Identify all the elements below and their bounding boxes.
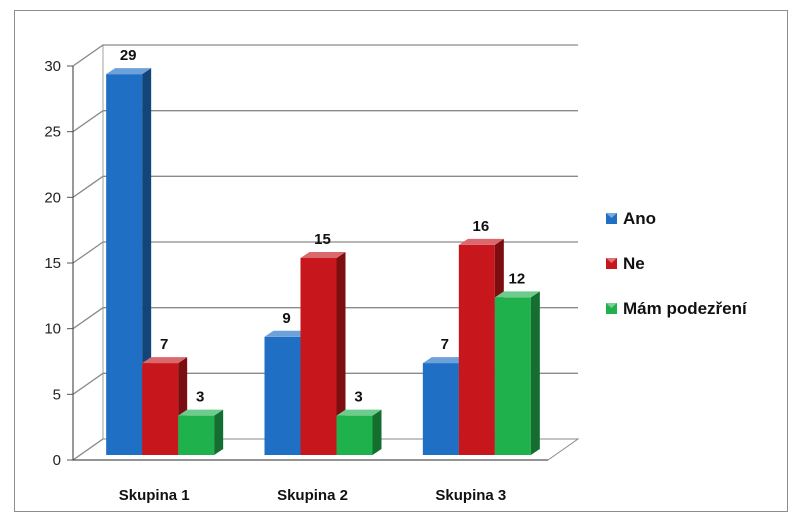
bar-front bbox=[494, 297, 531, 455]
bar-side bbox=[530, 291, 540, 455]
bar-3-2 bbox=[336, 409, 382, 455]
gridline-side bbox=[72, 44, 104, 67]
x-tick-label: Skupina 3 bbox=[435, 487, 506, 504]
y-tick-label: 10 bbox=[44, 321, 61, 338]
bar-top bbox=[106, 68, 152, 75]
y-tick-labels: 0 5 10 15 20 25 30 bbox=[44, 58, 61, 469]
bar-top bbox=[336, 409, 382, 416]
bars bbox=[106, 68, 540, 455]
legend-swatch-shine bbox=[606, 213, 617, 218]
gridline-side bbox=[72, 110, 104, 133]
legend-swatch-shine bbox=[606, 258, 617, 263]
gridline-side bbox=[72, 372, 104, 395]
data-label: 29 bbox=[120, 47, 137, 64]
legend-swatch bbox=[606, 303, 617, 314]
data-label: 9 bbox=[282, 310, 290, 327]
legend: Ano Ne Mám podezření bbox=[606, 209, 748, 318]
bar-front bbox=[336, 415, 373, 455]
bar-top bbox=[422, 357, 468, 364]
gridline-side bbox=[72, 307, 104, 330]
category-labels: Skupina 1 Skupina 2 Skupina 3 bbox=[119, 487, 507, 504]
bar-front bbox=[178, 415, 215, 455]
legend-label: Ano bbox=[623, 209, 656, 228]
legend-item: Ne bbox=[606, 254, 645, 273]
legend-label: Ne bbox=[623, 254, 645, 273]
legend-swatch bbox=[606, 213, 617, 224]
legend-swatch bbox=[606, 258, 617, 269]
data-label: 12 bbox=[508, 270, 525, 287]
bar-front bbox=[300, 258, 337, 455]
bar-side bbox=[214, 409, 224, 455]
gridline-side bbox=[72, 241, 104, 264]
gridline-side bbox=[72, 438, 104, 461]
y-tick-label: 30 bbox=[44, 58, 61, 75]
axes bbox=[67, 65, 548, 461]
data-label: 7 bbox=[441, 336, 449, 353]
data-label: 16 bbox=[472, 218, 489, 235]
legend-label: Mám podezření bbox=[623, 299, 748, 318]
bar-top bbox=[178, 409, 224, 416]
bar-2-2 bbox=[300, 252, 346, 455]
bar-top bbox=[300, 252, 346, 258]
bar-top bbox=[142, 357, 188, 364]
legend-item: Mám podezření bbox=[606, 299, 748, 318]
bar-top bbox=[494, 291, 540, 298]
bar-front bbox=[106, 74, 143, 455]
bar-1-1 bbox=[106, 68, 152, 455]
bar-front bbox=[422, 363, 459, 455]
data-label: 15 bbox=[314, 231, 331, 248]
bar-side bbox=[336, 252, 346, 455]
bar-side bbox=[372, 409, 382, 455]
gridline-side bbox=[72, 175, 104, 198]
y-tick-label: 0 bbox=[53, 452, 61, 469]
data-label: 3 bbox=[354, 389, 362, 406]
data-label: 3 bbox=[196, 389, 204, 406]
data-label: 7 bbox=[160, 336, 168, 353]
legend-swatch-shine bbox=[606, 303, 617, 308]
x-tick-label: Skupina 2 bbox=[277, 487, 348, 504]
bar-top bbox=[458, 238, 504, 245]
bar-front bbox=[142, 363, 179, 455]
y-tick-label: 25 bbox=[44, 124, 61, 141]
y-tick-label: 20 bbox=[44, 189, 61, 206]
bar-front bbox=[264, 336, 301, 455]
bar-3-3 bbox=[494, 291, 540, 455]
legend-item: Ano bbox=[606, 209, 656, 228]
y-tick-label: 15 bbox=[44, 255, 61, 272]
bar-side bbox=[142, 68, 152, 455]
data-labels: 29 7 3 9 15 3 7 16 12 bbox=[120, 47, 525, 405]
bar-3-1 bbox=[178, 409, 224, 455]
bar-front bbox=[458, 244, 495, 455]
x-tick-label: Skupina 1 bbox=[119, 487, 190, 504]
bar-top bbox=[264, 330, 310, 337]
y-tick-label: 5 bbox=[53, 386, 61, 403]
